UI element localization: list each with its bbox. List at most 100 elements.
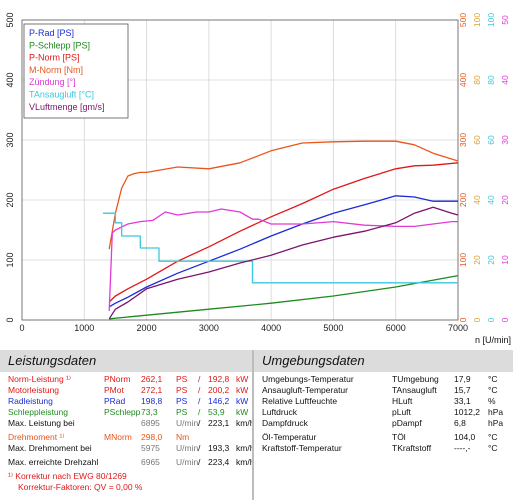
right-axis-3-tick: 20 (486, 255, 496, 265)
right-axis-2-tick: 40 (472, 195, 482, 205)
leistung-u1: PS (176, 385, 188, 395)
umgebung-unit: °C (488, 443, 498, 453)
leistung-sep: / (198, 407, 201, 417)
right-axis-3-tick: 60 (486, 135, 496, 145)
leistung-u1: U/min (176, 457, 199, 467)
umgebung-label: Luftdruck (262, 407, 297, 417)
leistung-v2: 223,1 (208, 418, 230, 428)
leistung-sym: PNorm (104, 374, 131, 384)
series-line-6 (103, 212, 458, 284)
umgebung-sym: TÖl (392, 432, 406, 442)
legend-entry: VLuftmenge [gm/s] (29, 102, 105, 112)
right-axis-2-tick: 100 (472, 13, 482, 27)
umgebungsdaten-panel: Umgebungsdaten Umgebungs-Temperatur TUmge… (254, 350, 513, 500)
leistung-v1: 73,3 (141, 407, 158, 417)
leistung-v1: 298,0 (141, 432, 163, 442)
x-tick-label: 6000 (386, 323, 406, 333)
umgebung-sym: TKraftstoff (392, 443, 432, 453)
umgebung-unit: hPa (488, 407, 504, 417)
leistung-v1: 5975 (141, 443, 160, 453)
x-tick-label: 2000 (137, 323, 157, 333)
right-axis-2-tick: 80 (472, 75, 482, 85)
plot-frame (21, 19, 459, 321)
series-line-4 (108, 140, 459, 250)
leistung-u1: Nm (176, 432, 190, 442)
leistung-label: Norm-Leistung ¹⁾ (8, 374, 72, 384)
leistung-v2: 192,8 (208, 374, 230, 384)
leistung-sep: / (198, 457, 201, 467)
leistung-u2: km/h (236, 443, 255, 453)
umgebung-unit: hPa (488, 418, 504, 428)
leistung-row: Max. Leistung bei 6895 U/min/ 223,1 km/h (8, 418, 254, 430)
right-axis-3-tick: 100 (486, 13, 496, 27)
umgebung-row: Ansaugluft-Temperatur TAnsaugluft 15,7 °C (262, 385, 507, 397)
leistung-v2: 200,2 (208, 385, 230, 395)
leistung-sym: PMot (104, 385, 124, 395)
right-axis-4-tick: 10 (500, 255, 510, 265)
footnote-correction: ¹⁾ Korrektur nach EWG 80/1269 (8, 471, 127, 481)
leistung-row: Radleistung PRad 198,8 PS / 146,2 kW (8, 396, 248, 408)
umgebung-sym: pLuft (392, 407, 411, 417)
leistung-v1: 6965 (141, 457, 160, 467)
umgebung-row: Dampfdruck pDampf 6,8 hPa (262, 418, 507, 430)
umgebung-label: Kraftstoff-Temperatur (262, 443, 342, 453)
y-tick-label: 200 (5, 192, 15, 207)
x-tick-label: 4000 (261, 323, 281, 333)
umgebungsdaten-title: Umgebungsdaten (254, 350, 513, 372)
x-tick-label: 3000 (199, 323, 219, 333)
legend-entry: M-Norm [Nm] (29, 65, 83, 75)
right-axis-4-tick: 20 (500, 195, 510, 205)
leistung-v1: 198,8 (141, 396, 163, 406)
series-line-5 (108, 208, 458, 312)
right-axis-1-tick: 300 (458, 133, 468, 147)
right-axis-3-tick: 40 (486, 195, 496, 205)
legend-entry: P-Rad [PS] (29, 28, 74, 38)
leistung-u2: kW (236, 374, 249, 384)
leistung-row: Motorleistung PMot 272,1 PS / 200,2 kW (8, 385, 248, 397)
right-axis-1-tick: 400 (458, 73, 468, 87)
right-axis-4-tick: 30 (500, 135, 510, 145)
leistung-u1: U/min (176, 443, 199, 453)
leistung-row: Max. erreichte Drehzahl 6965 U/min/ 223,4 km… (8, 457, 254, 469)
umgebung-label: Dampfdruck (262, 418, 308, 428)
leistung-sep: / (198, 418, 201, 428)
leistung-u2: kW (236, 407, 249, 417)
leistung-label: Schleppleistung (8, 407, 69, 417)
umgebung-value: 17,9 (454, 374, 471, 384)
x-tick-label: 1000 (74, 323, 94, 333)
x-tick-label: 7000 (448, 323, 468, 333)
right-axis-1-tick: 0 (458, 317, 468, 322)
legend-entry: Zündung [°] (29, 77, 76, 87)
leistung-u1: PS (176, 374, 188, 384)
umgebung-value: ----,- (454, 443, 471, 453)
x-tick-label: 5000 (323, 323, 343, 333)
umgebung-label: Öl-Temperatur (262, 432, 317, 442)
leistung-label: Radleistung (8, 396, 53, 406)
leistung-u1: PS (176, 407, 188, 417)
umgebung-sym: TAnsaugluft (392, 385, 437, 395)
umgebung-row: Luftdruck pLuft 1012,2 hPa (262, 407, 507, 419)
right-axis-4-tick: 50 (500, 15, 510, 25)
umgebung-value: 15,7 (454, 385, 471, 395)
right-axis-3-tick: 80 (486, 75, 496, 85)
footnote-factors: Korrektur-Faktoren: QV = 0,00 % (18, 482, 143, 492)
leistung-v2: 53,9 (208, 407, 225, 417)
right-axis-2-tick: 0 (472, 317, 482, 322)
y-tick-label: 100 (5, 252, 15, 267)
leistungsdaten-title: Leistungsdaten (0, 350, 252, 372)
legend-frame (23, 23, 129, 119)
right-axis-3-tick: 0 (486, 317, 496, 322)
umgebung-row: Relative Luftfeuchte HLuft 33,1% (262, 396, 507, 408)
leistung-row: Max. Drehmoment bei 5975 U/min/ 193,3 km/h (8, 443, 254, 455)
leistung-v1: 6895 (141, 418, 160, 428)
leistung-v1: 272,1 (141, 385, 163, 395)
leistung-label: Max. erreichte Drehzahl (8, 457, 99, 467)
leistung-sep: / (198, 374, 201, 384)
leistung-sep: / (198, 385, 201, 395)
leistung-u1: PS (176, 396, 188, 406)
series-line-1 (108, 195, 458, 308)
panel-divider (252, 350, 254, 500)
series-line-3 (108, 162, 459, 303)
legend-entry: P-Schlepp [PS] (29, 40, 90, 50)
right-axis-1-tick: 100 (458, 253, 468, 267)
